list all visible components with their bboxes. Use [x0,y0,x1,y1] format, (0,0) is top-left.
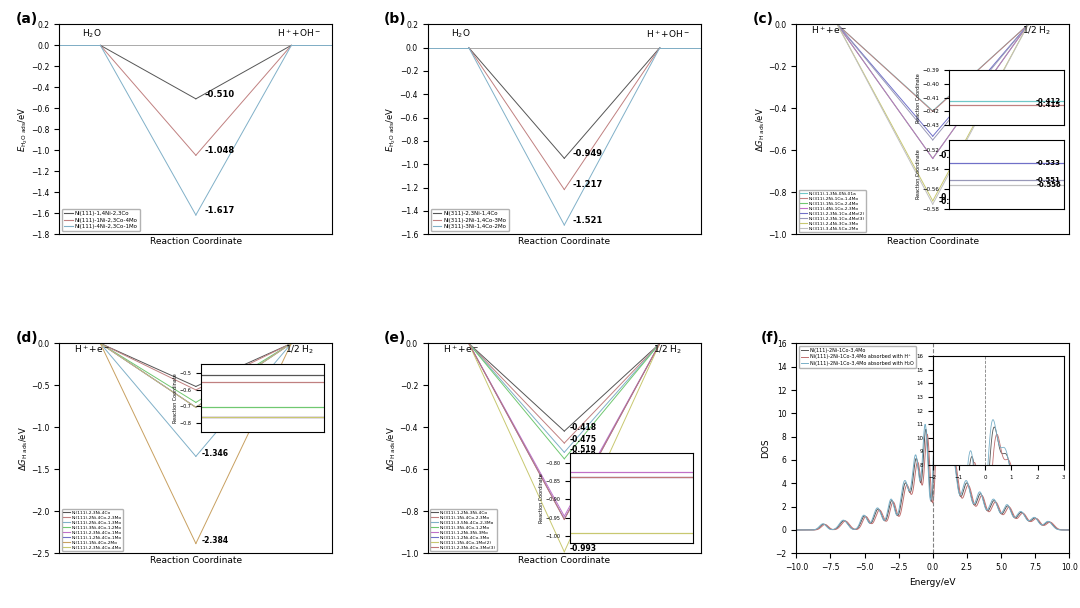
Ni(111)-2Ni-1Co-3,4Mo [837,517,850,524]
Text: H$^+$+OH$^-$: H$^+$+OH$^-$ [278,27,322,39]
Ni(111)-2Ni-1Co-3,4Mo absorbed with H⁺ [837,518,850,525]
Ni(111)-2Ni-1Co-3,4Mo absorbed with H₂O [789,527,802,534]
Ni(111)-2Ni-1Co-3,4Mo absorbed with H⁺ [894,508,907,516]
Legend: Ni(311)-1,2Ni-3Ni-4Co, Ni(311)-1Ni-4Co-2,3Mo, Ni(311)-3,5Ni-4Co-2,3Mo, Ni(311)-3: Ni(311)-1,2Ni-3Ni-4Co, Ni(311)-1Ni-4Co-2… [430,510,497,551]
Ni(111)-2Ni-1Co-3,4Mo [1063,527,1076,534]
Text: -1.617: -1.617 [204,206,234,215]
Text: H$_2$O: H$_2$O [450,28,471,40]
Ni(111)-2Ni-1Co-3,4Mo absorbed with H₂O [894,494,907,502]
Y-axis label: $\Delta G_{\mathrm{H\ ads}}$/eV: $\Delta G_{\mathrm{H\ ads}}$/eV [754,107,767,151]
Text: (b): (b) [384,12,407,26]
Text: H$^+$+e$^-$: H$^+$+e$^-$ [443,344,478,355]
X-axis label: Reaction Coordinate: Reaction Coordinate [518,556,610,565]
Ni(111)-2Ni-1Co-3,4Mo absorbed with H⁺ [932,407,945,414]
Text: (c): (c) [753,12,773,26]
Ni(111)-2Ni-1Co-3,4Mo absorbed with H⁺ [906,488,919,495]
Text: -0.761: -0.761 [201,399,229,409]
X-axis label: Energy/eV: Energy/eV [909,578,956,587]
Ni(111)-2Ni-1Co-3,4Mo absorbed with H₂O [1057,527,1070,534]
Ni(111)-2Ni-1Co-3,4Mo absorbed with H₂O [837,517,850,524]
Text: -0.823: -0.823 [570,508,597,517]
Text: -0.837: -0.837 [570,511,597,520]
Text: (e): (e) [384,331,406,345]
Text: H$^+$+e$^-$: H$^+$+e$^-$ [811,24,847,36]
Ni(111)-2Ni-1Co-3,4Mo absorbed with H₂O [930,394,943,401]
Ni(111)-2Ni-1Co-3,4Mo [1057,527,1070,534]
Ni(111)-2Ni-1Co-3,4Mo [931,401,944,408]
Ni(111)-2Ni-1Co-3,4Mo absorbed with H₂O [906,468,919,475]
Legend: Ni(111)-2,3Ni-4Co, Ni(111)-2Ni-4Co-2,3Mo, Ni(111)-2Ni-4Co-1,3Mo, Ni(111)-3Ni-4Co: Ni(111)-2,3Ni-4Co, Ni(111)-2Ni-4Co-2,3Mo… [62,510,123,551]
Text: -1.217: -1.217 [572,181,603,190]
Ni(111)-2Ni-1Co-3,4Mo absorbed with H⁺ [1063,527,1076,534]
Text: -2.384: -2.384 [201,536,229,545]
Text: -1.521: -1.521 [572,216,603,225]
Text: H$^+$+e$^-$: H$^+$+e$^-$ [75,344,110,355]
Text: -0.949: -0.949 [572,149,603,158]
Y-axis label: $\Delta G_{\mathrm{H\ ads}}$/eV: $\Delta G_{\mathrm{H\ ads}}$/eV [386,426,399,471]
Text: -0.554: -0.554 [201,382,228,391]
Text: -0.519: -0.519 [570,444,596,454]
Ni(111)-2Ni-1Co-3,4Mo absorbed with H₂O [1063,527,1076,534]
Y-axis label: $E_{\mathrm{H_2O\ ads}}$/eV: $E_{\mathrm{H_2O\ ads}}$/eV [16,106,30,152]
Ni(111)-2Ni-1Co-3,4Mo absorbed with H⁺ [1057,527,1070,534]
Ni(111)-2Ni-1Co-3,4Mo absorbed with H₂O [1028,514,1041,521]
X-axis label: Reaction Coordinate: Reaction Coordinate [150,237,242,246]
Text: -0.475: -0.475 [570,435,597,444]
Ni(111)-2Ni-1Co-3,4Mo [789,527,802,534]
Ni(111)-2Ni-1Co-3,4Mo [1028,514,1041,522]
Text: -0.841: -0.841 [939,193,966,202]
Text: -0.550: -0.550 [570,451,596,460]
Text: -0.639: -0.639 [939,151,966,160]
Y-axis label: $E_{\mathrm{H_2O\ ads}}$/eV: $E_{\mathrm{H_2O\ ads}}$/eV [384,106,399,152]
Line: Ni(111)-2Ni-1Co-3,4Mo absorbed with H₂O: Ni(111)-2Ni-1Co-3,4Mo absorbed with H₂O [796,398,1069,530]
X-axis label: Reaction Coordinate: Reaction Coordinate [150,556,242,565]
Text: (a): (a) [16,12,38,26]
Text: (f): (f) [760,331,780,345]
Y-axis label: DOS: DOS [761,438,770,458]
Text: -0.703: -0.703 [201,395,229,404]
Ni(111)-2Ni-1Co-3,4Mo absorbed with H₂O [821,523,834,531]
Legend: Ni(311)-1,3Ni-0Ni-01a, Ni(311)-2Ni-1Co-1,4Mo, Ni(311)-1Ni-1Co-2,4Mo, Ni(311)-4Ni: Ni(311)-1,3Ni-0Ni-01a, Ni(311)-2Ni-1Co-1… [798,190,866,232]
X-axis label: Reaction Coordinate: Reaction Coordinate [887,237,978,246]
Text: 1/2 H$_2$: 1/2 H$_2$ [285,344,314,356]
Text: -0.839: -0.839 [570,512,597,521]
Text: 1/2 H$_2$: 1/2 H$_2$ [653,344,683,356]
Text: -1.346: -1.346 [201,449,228,458]
Ni(111)-2Ni-1Co-3,4Mo absorbed with H⁺ [1028,516,1041,523]
Legend: Ni(311)-2,3Ni-1,4Co, Ni(311)-2Ni-1,4Co-3Mo, Ni(311)-3Ni-1,4Co-2Mo: Ni(311)-2,3Ni-1,4Co, Ni(311)-2Ni-1,4Co-3… [431,209,509,232]
Ni(111)-2Ni-1Co-3,4Mo [821,523,834,531]
Legend: Ni(111)-1,4Ni-2,3Co, Ni(111)-1Ni-2,3Co-4Mo, Ni(111)-4Ni-2,3Co-1Mo: Ni(111)-1,4Ni-2,3Co, Ni(111)-1Ni-2,3Co-4… [63,209,140,232]
Text: -0.993: -0.993 [570,544,597,553]
Text: (d): (d) [16,331,39,345]
Text: H$_2$O: H$_2$O [82,27,102,40]
Ni(111)-2Ni-1Co-3,4Mo [906,477,919,484]
Text: H$^+$+OH$^-$: H$^+$+OH$^-$ [646,28,690,40]
Line: Ni(111)-2Ni-1Co-3,4Mo absorbed with H⁺: Ni(111)-2Ni-1Co-3,4Mo absorbed with H⁺ [796,410,1069,530]
X-axis label: Reaction Coordinate: Reaction Coordinate [518,237,610,246]
Text: -0.762: -0.762 [201,399,229,409]
Ni(111)-2Ni-1Co-3,4Mo absorbed with H⁺ [789,527,802,534]
Text: -0.513: -0.513 [201,379,228,387]
Y-axis label: $\Delta G_{\mathrm{H\ ads}}$/eV: $\Delta G_{\mathrm{H\ ads}}$/eV [17,426,30,471]
Ni(111)-2Ni-1Co-3,4Mo absorbed with H⁺ [821,522,834,530]
Text: 1/2 H$_2$: 1/2 H$_2$ [1022,24,1051,37]
Ni(111)-2Ni-1Co-3,4Mo [894,500,907,508]
Text: -0.857: -0.857 [939,196,966,206]
Text: -0.418: -0.418 [570,423,597,432]
Text: -1.048: -1.048 [204,146,234,155]
Text: -0.510: -0.510 [204,89,234,98]
Legend: Ni(111)-2Ni-1Co-3,4Mo, Ni(111)-2Ni-1Co-3,4Mo absorbed with H⁺, Ni(111)-2Ni-1Co-3: Ni(111)-2Ni-1Co-3,4Mo, Ni(111)-2Ni-1Co-3… [799,346,916,368]
Line: Ni(111)-2Ni-1Co-3,4Mo: Ni(111)-2Ni-1Co-3,4Mo [796,404,1069,530]
